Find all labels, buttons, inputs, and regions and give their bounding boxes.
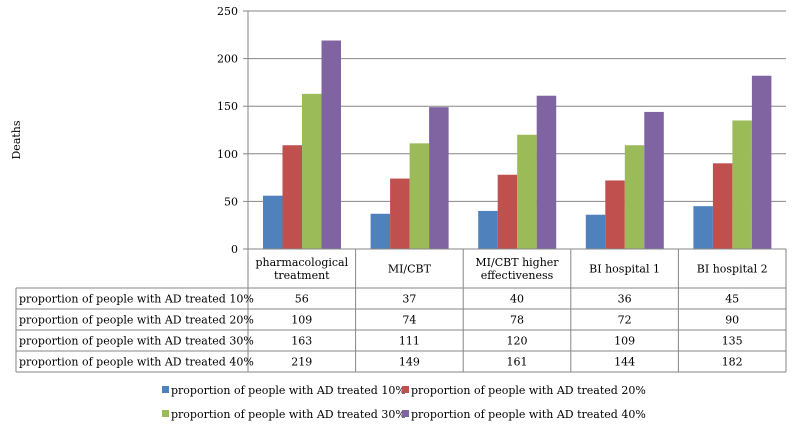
x-tick-label: BI hospital 2: [697, 263, 768, 276]
bar: [605, 180, 625, 249]
y-tick-label: 50: [224, 195, 238, 208]
bar: [732, 120, 752, 249]
legend-label: proportion of people with AD treated 10%: [171, 384, 406, 397]
legend: proportion of people with AD treated 10%…: [162, 384, 646, 421]
y-tick-label: 200: [217, 53, 238, 66]
bar: [585, 214, 606, 249]
y-tick-label: 100: [217, 148, 238, 161]
data-label: 72: [618, 314, 632, 327]
axes: 0 50 100 150 200 250: [217, 5, 786, 256]
data-label: 149: [399, 356, 420, 369]
bar: [282, 145, 302, 249]
table-row-label: proportion of people with AD treated 40%: [19, 356, 254, 369]
bars: [263, 40, 772, 250]
data-label: 36: [618, 293, 632, 306]
data-label: 37: [402, 293, 416, 306]
data-label: 219: [291, 356, 312, 369]
data-label: 144: [614, 356, 635, 369]
legend-swatch: [162, 386, 169, 393]
data-label: 40: [510, 293, 524, 306]
data-label: 120: [507, 335, 528, 348]
data-label: 161: [507, 356, 528, 369]
data-label: 109: [291, 314, 312, 327]
data-label: 182: [722, 356, 743, 369]
bar: [409, 143, 430, 249]
table-row-label: proportion of people with AD treated 20%: [19, 314, 254, 327]
x-tick-label: MI/CBT higher: [475, 256, 559, 269]
x-tick-label: treatment: [274, 269, 330, 282]
x-tick-label: effectiveness: [481, 269, 554, 282]
legend-swatch: [162, 410, 169, 417]
data-label: 78: [510, 314, 524, 327]
data-label: 90: [725, 314, 739, 327]
data-label: 74: [402, 314, 416, 327]
data-label: 109: [614, 335, 635, 348]
bar: [302, 93, 322, 249]
bar: [712, 163, 733, 249]
bar: [693, 206, 713, 249]
legend-label: proportion of people with AD treated 30%: [171, 408, 406, 421]
bar: [536, 95, 557, 249]
table-row-label: proportion of people with AD treated 10%: [19, 293, 254, 306]
bar: [478, 210, 498, 249]
bar: [390, 178, 410, 249]
y-tick-label: 250: [217, 5, 238, 18]
bar: [517, 134, 537, 249]
bar: [644, 111, 664, 249]
y-axis-label: Deaths: [10, 120, 23, 159]
data-label: 163: [291, 335, 312, 348]
y-tick-label: 150: [217, 100, 238, 113]
data-label: 111: [399, 335, 420, 348]
legend-label: proportion of people with AD treated 40%: [411, 408, 646, 421]
data-label: 56: [295, 293, 309, 306]
data-label: 135: [722, 335, 743, 348]
x-tick-label: BI hospital 1: [589, 263, 660, 276]
legend-swatch: [402, 386, 409, 393]
table-row-label: proportion of people with AD treated 30%: [19, 335, 254, 348]
bar: [429, 107, 449, 249]
data-label: 45: [725, 293, 739, 306]
x-tick-label: MI/CBT: [388, 263, 432, 276]
bar: [321, 40, 341, 250]
bar: [751, 75, 772, 250]
bar: [370, 213, 391, 249]
y-tick-label: 0: [231, 243, 238, 256]
bar: [263, 195, 283, 249]
legend-label: proportion of people with AD treated 20%: [411, 384, 646, 397]
x-tick-label: pharmacological: [255, 256, 348, 269]
legend-swatch: [402, 410, 409, 417]
bar: [497, 174, 518, 249]
bar: [624, 145, 645, 249]
